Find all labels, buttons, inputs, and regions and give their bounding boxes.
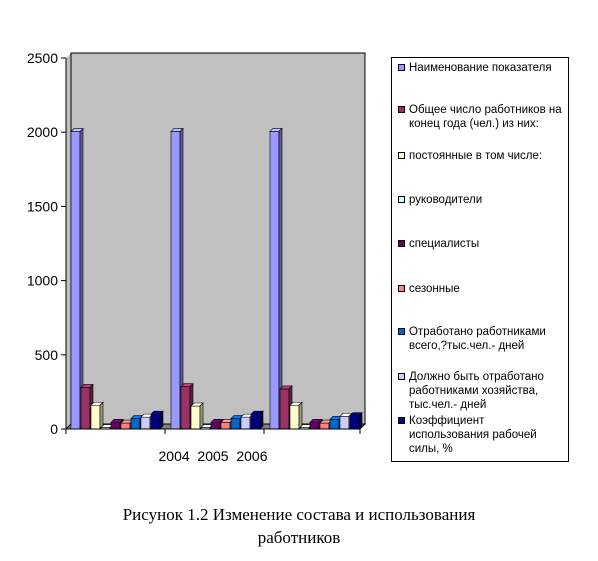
figure-caption: Рисунок 1.2 Изменение состава и использо… — [0, 503, 598, 549]
bars — [70, 127, 363, 430]
legend-item: постоянные в том числе: — [398, 149, 566, 163]
legend-swatch — [398, 328, 405, 335]
bar-3-2006 — [289, 404, 300, 430]
legend-label: Общее число работников на конец года (че… — [409, 104, 562, 130]
axes: 0 500 1000 1500 2000 2500 2004 2005 2006 — [27, 50, 361, 464]
legend-swatch — [398, 152, 405, 159]
y-tick-label: 2000 — [27, 124, 58, 140]
legend-item: Общее число работников на конец года (че… — [398, 103, 566, 131]
legend-swatch — [398, 285, 405, 292]
bar-side-3-2004 — [99, 401, 104, 430]
legend-item: специалисты — [398, 237, 566, 251]
legend-item: Наименование показателя — [398, 61, 566, 75]
legend-label: Наименование показателя — [409, 62, 552, 74]
bar-3-2004 — [90, 404, 101, 430]
bar-2-2006 — [279, 388, 290, 430]
caption-line-2: работников — [257, 528, 341, 547]
bar-9-2004 — [150, 413, 161, 430]
legend-item: Должно быть отработано работниками хозяй… — [398, 370, 566, 412]
legend-label: постоянные в том числе: — [409, 150, 543, 162]
bar-8-2006 — [339, 416, 350, 430]
legend-item: Отработано работниками всего,?тыс.чел.- … — [398, 325, 566, 353]
legend-label: Должно быть отработано работниками хозяй… — [409, 371, 544, 411]
legend-item: Коэффициент использования рабочей силы, … — [398, 414, 566, 456]
legend-label: специалисты — [409, 238, 480, 250]
bar-side-9-2004 — [159, 410, 164, 430]
bar-1-2005 — [170, 131, 181, 430]
bar-2-2005 — [180, 386, 191, 430]
bar-7-2006 — [329, 419, 340, 430]
bar-9-2006 — [349, 415, 360, 430]
bar-5-2004 — [110, 422, 121, 430]
bar-8-2004 — [140, 416, 151, 430]
legend: Наименование показателя Общее число работ… — [391, 57, 569, 462]
bar-7-2005 — [230, 418, 241, 430]
bar-side-3-2005 — [199, 402, 204, 430]
bar-6-2004 — [120, 422, 131, 430]
bar-side-3-2006 — [298, 401, 303, 430]
caption-line-1: Рисунок 1.2 Изменение состава и использо… — [122, 505, 476, 524]
legend-label: руководители — [409, 194, 483, 206]
legend-label: Отработано работниками всего,?тыс.чел.- … — [409, 326, 546, 352]
bar-5-2006 — [309, 422, 320, 430]
x-category-labels: 2004 2005 2006 — [159, 448, 268, 464]
legend-label: сезонные — [409, 283, 460, 295]
y-tick-label: 1500 — [27, 198, 58, 214]
bar-3-2005 — [190, 405, 201, 430]
legend-swatch — [398, 106, 405, 113]
bar-1-2006 — [269, 131, 280, 430]
bar-side-1-2006 — [278, 127, 283, 430]
y-tick-label: 1000 — [27, 273, 58, 289]
y-tick-label: 2500 — [27, 50, 58, 66]
legend-item: сезонные — [398, 282, 566, 296]
bar-8-2005 — [240, 416, 251, 430]
legend-item: руководители — [398, 193, 566, 207]
plot-wall — [70, 52, 366, 425]
legend-swatch — [398, 373, 405, 380]
bar-9-2005 — [250, 413, 261, 430]
y-tick-label: 0 — [50, 421, 58, 437]
plot-area — [64, 52, 367, 430]
bar-7-2004 — [130, 418, 141, 430]
legend-label: Коэффициент использования рабочей силы, … — [409, 415, 537, 455]
bar-side-9-2005 — [259, 410, 264, 430]
bar-1-2004 — [70, 131, 81, 430]
legend-swatch — [398, 64, 405, 71]
bar-side-1-2005 — [179, 127, 184, 430]
bar-side-9-2006 — [358, 411, 363, 430]
bar-6-2005 — [220, 422, 231, 430]
bar-2-2004 — [80, 387, 91, 430]
legend-swatch — [398, 196, 405, 203]
legend-swatch — [398, 240, 405, 247]
bar-side-1-2004 — [79, 127, 84, 430]
bar-6-2006 — [319, 422, 330, 430]
bar-5-2005 — [210, 422, 221, 430]
legend-swatch — [398, 417, 405, 424]
y-tick-label: 500 — [35, 347, 59, 363]
